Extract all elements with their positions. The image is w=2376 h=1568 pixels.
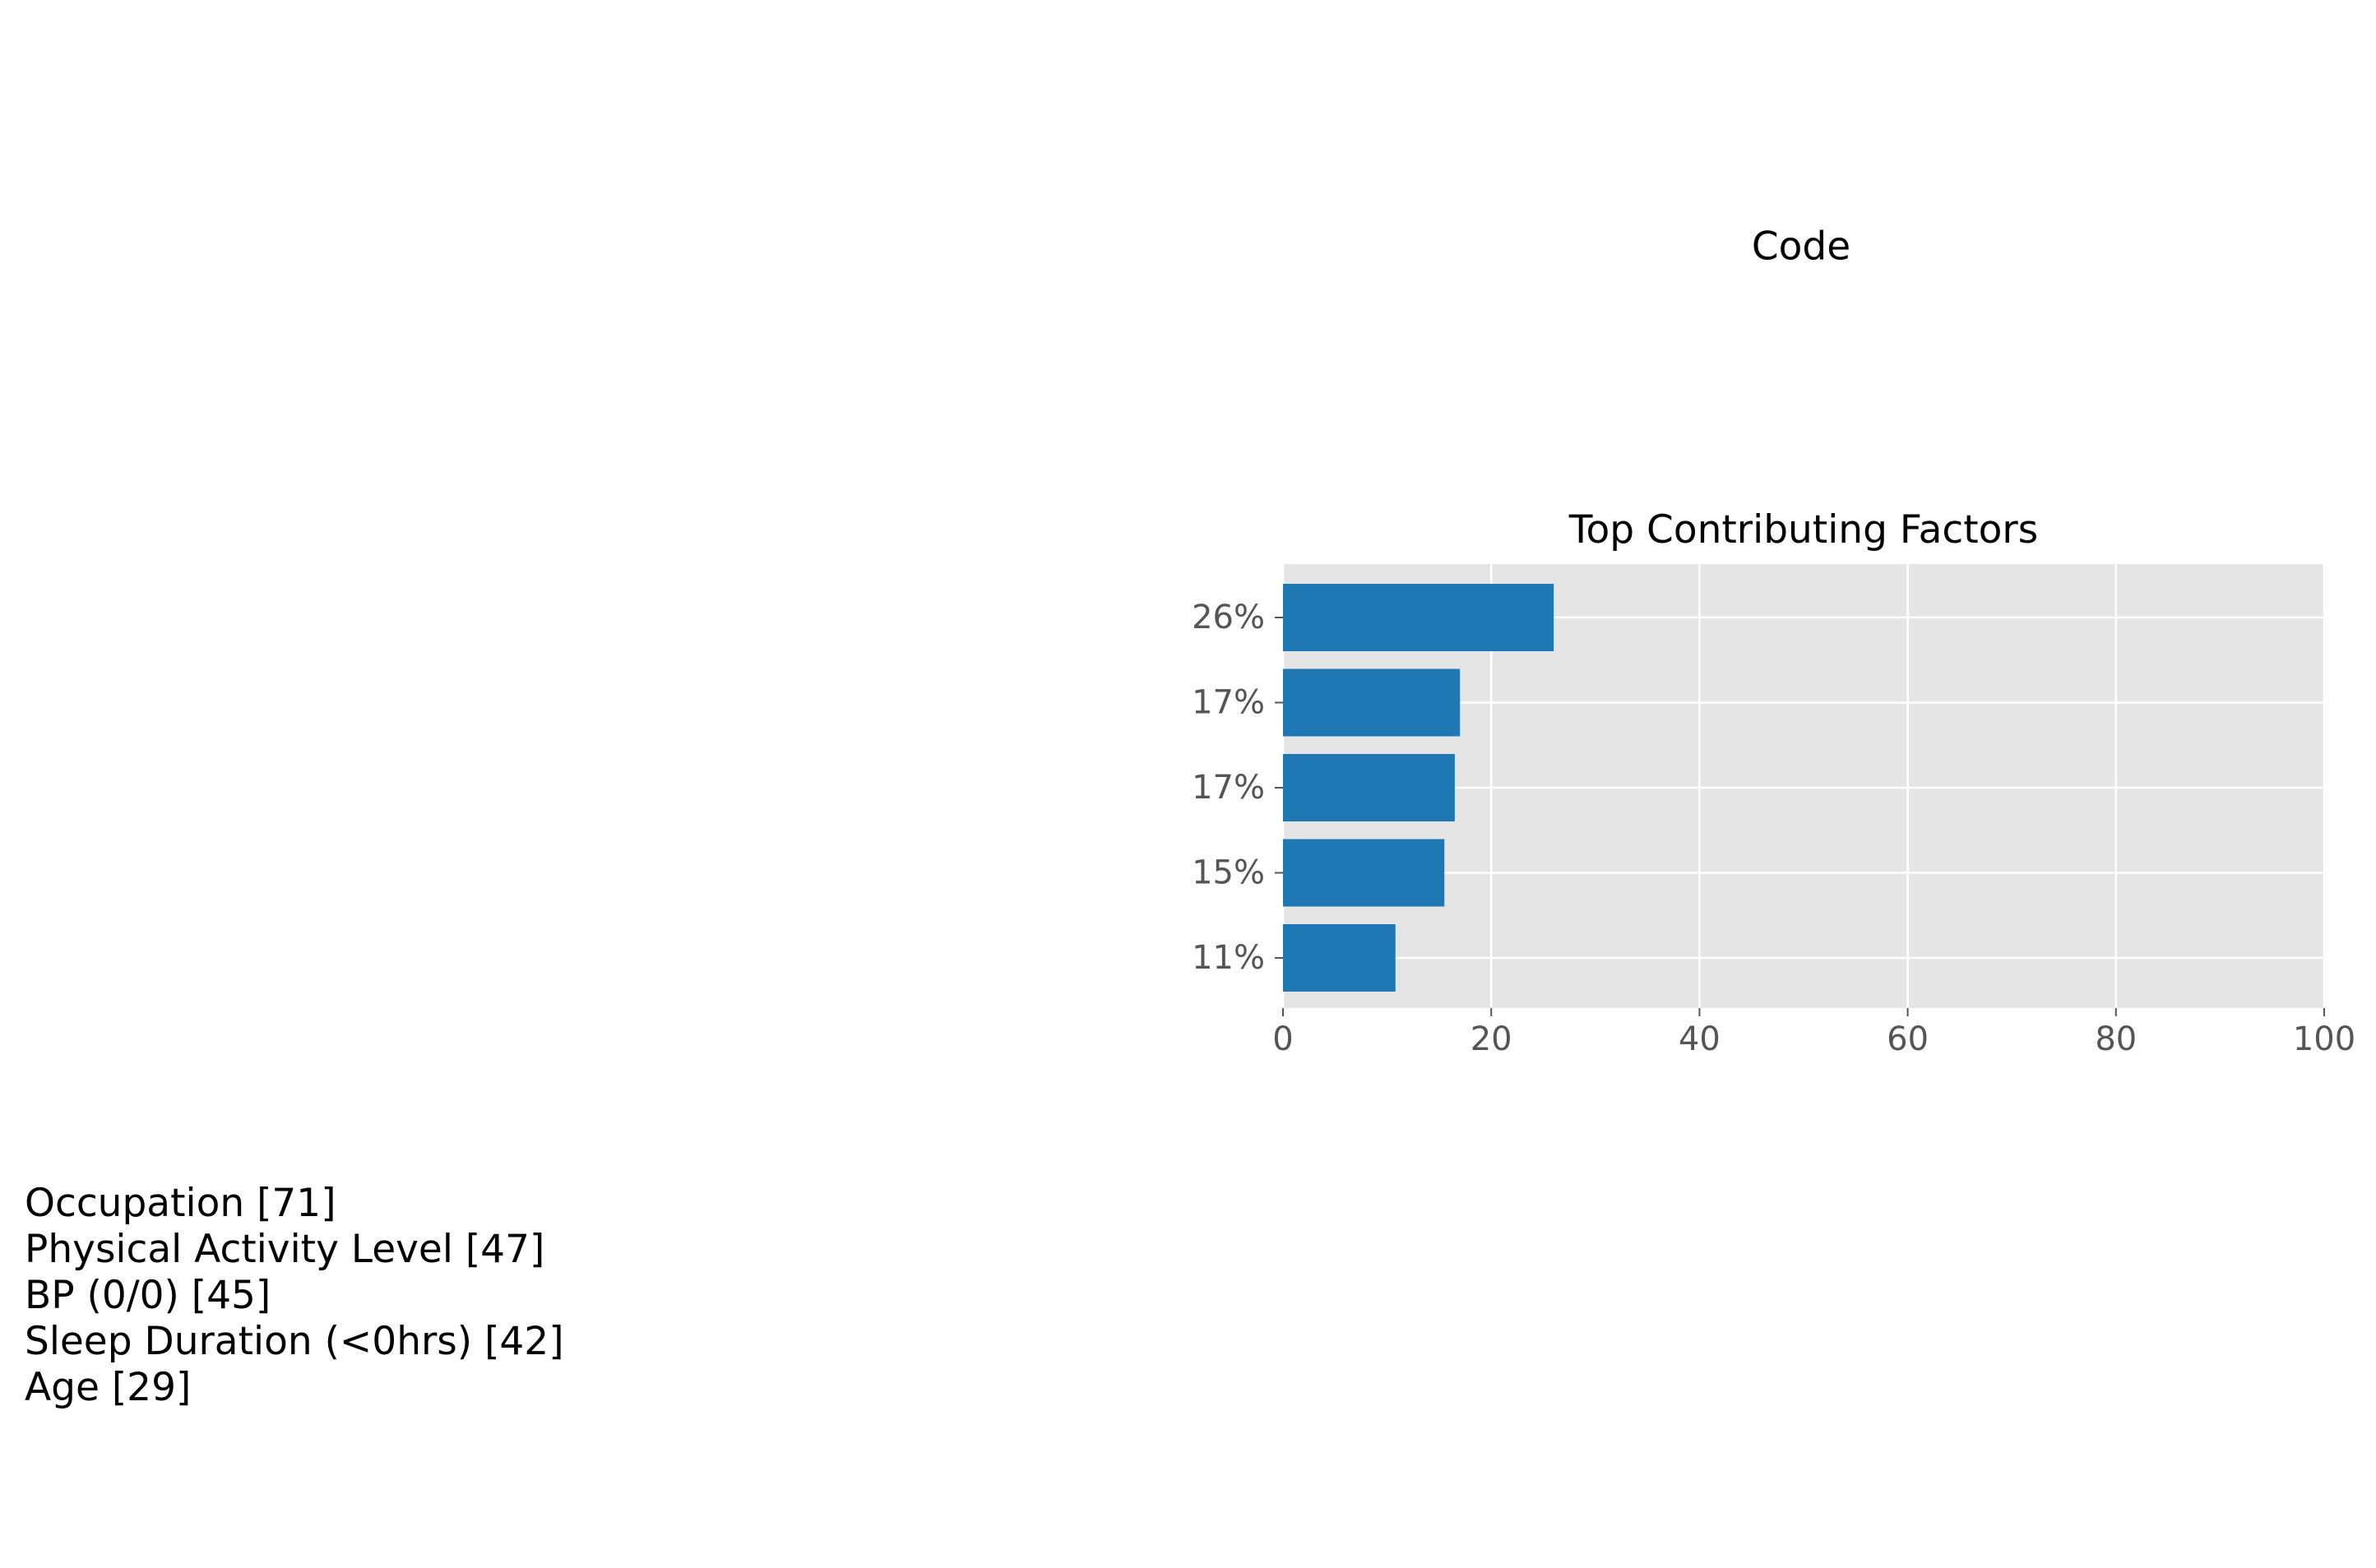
bar [1283,839,1445,907]
factor-item: Age [29] [25,1365,192,1410]
x-tick-label: 80 [2095,1020,2137,1058]
bar [1283,754,1455,821]
bar [1283,584,1554,651]
y-tick-label: 11% [1192,939,1265,977]
factor-list: Occupation [71] Physical Activity Level … [25,1181,564,1411]
y-tick-label: 17% [1192,769,1265,807]
x-tick-label: 0 [1272,1020,1293,1058]
x-tick-label: 20 [1471,1020,1512,1058]
x-tick-label: 100 [2293,1020,2355,1058]
factor-item: Occupation [71] [25,1181,336,1226]
factor-item: Sleep Duration (<0hrs) [42] [25,1319,564,1364]
bar [1283,668,1461,737]
factor-item: BP (0/0) [45] [25,1273,271,1318]
x-tick-label: 40 [1679,1020,1721,1058]
y-tick-label: 15% [1192,854,1265,892]
bar [1283,924,1396,992]
factor-item: Physical Activity Level [47] [25,1227,545,1272]
y-tick-label: 26% [1192,599,1265,636]
x-tick-label: 60 [1887,1020,1929,1058]
y-tick-label: 17% [1192,684,1265,722]
figure-title: Code [1751,224,1851,270]
chart-title: Top Contributing Factors [1568,507,2038,553]
